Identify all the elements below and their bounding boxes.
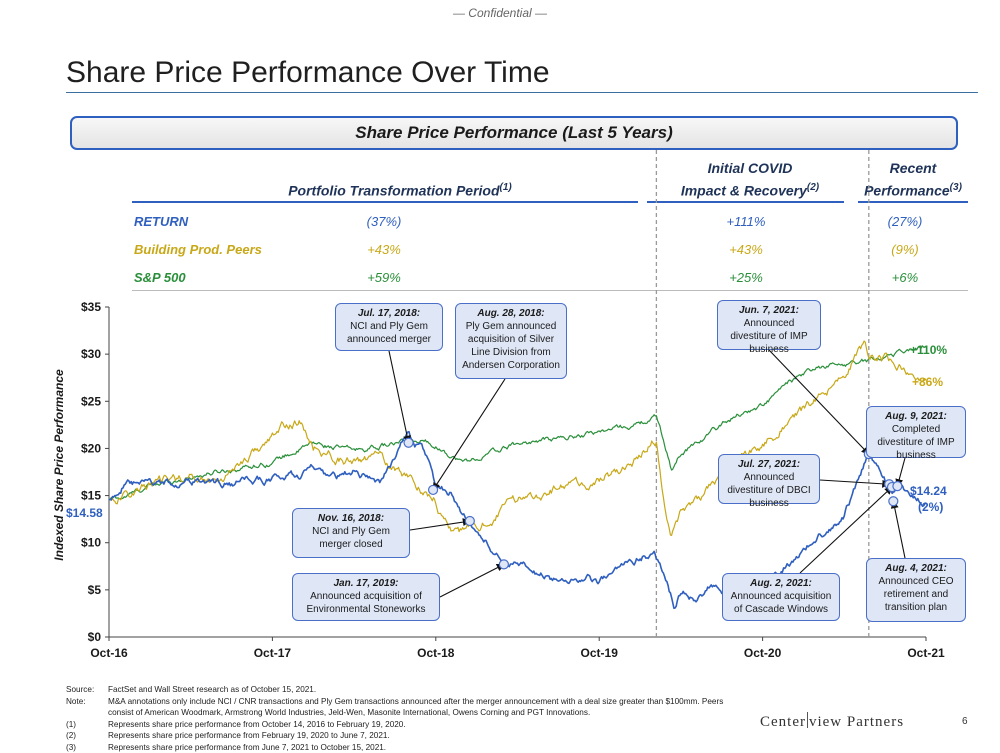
callout-aug-4-2021: Aug. 4, 2021: Announced CEO retirement a…: [866, 558, 966, 622]
footnote-key: (1): [66, 719, 108, 731]
event-marker-a8: [889, 497, 898, 506]
callout-title: Jan. 17, 2019:: [297, 577, 435, 590]
arrow-a1: [389, 351, 409, 443]
x-tick-label: Oct-17: [254, 646, 292, 660]
peers-end-label: +86%: [912, 375, 943, 389]
callout-aug-9-2021: Aug. 9, 2021: Completed divestiture of I…: [866, 406, 966, 458]
callout-title: Jun. 7, 2021:: [722, 304, 816, 317]
callout-body: Ply Gem announced acquisition of Silver …: [460, 320, 562, 372]
callout-body: Announced divestiture of IMP business: [722, 317, 816, 356]
callout-title: Nov. 16, 2018:: [297, 512, 405, 525]
callout-body: Announced CEO retirement and transition …: [871, 575, 961, 614]
callout-title: Aug. 9, 2021:: [871, 410, 961, 423]
y-tick-label: $15: [81, 489, 101, 503]
footnotes: Source:FactSet and Wall Street research …: [66, 684, 748, 753]
footnote-source: Source:FactSet and Wall Street research …: [66, 684, 748, 696]
callout-title: Aug. 2, 2021:: [727, 577, 835, 590]
arrow-a6: [820, 480, 889, 484]
callout-jul-17-2018: Jul. 17, 2018: NCI and Ply Gem announced…: [335, 303, 443, 351]
callout-nov-16-2018: Nov. 16, 2018: NCI and Ply Gem merger cl…: [292, 508, 410, 558]
callout-body: NCI and Ply Gem announced merger: [340, 320, 438, 346]
arrow-a4: [440, 564, 504, 597]
x-tick-label: Oct-18: [417, 646, 455, 660]
return-start-label: $14.58: [66, 506, 103, 520]
event-marker-a9: [893, 482, 902, 491]
x-tick-label: Oct-19: [581, 646, 619, 660]
callout-body: Announced acquisition of Environmental S…: [297, 590, 435, 616]
event-marker-a3: [465, 517, 474, 526]
y-tick-label: $25: [81, 394, 101, 408]
callout-jun-7-2021: Jun. 7, 2021: Announced divestiture of I…: [717, 300, 821, 350]
logo-part-1: Center: [760, 714, 806, 730]
event-marker-a2: [429, 485, 438, 494]
callout-body: NCI and Ply Gem merger closed: [297, 525, 405, 551]
callout-aug-2-2021: Aug. 2, 2021: Announced acquisition of C…: [722, 573, 840, 621]
return-end-pct-label: (2%): [918, 500, 943, 514]
logo-part-2: view Partners: [809, 714, 904, 730]
callout-body: Announced divestiture of DBCI business: [723, 471, 815, 510]
return-end-price-label: $14.24: [910, 484, 947, 498]
footnote-text: Represents share price performance from …: [108, 730, 748, 742]
footnote-1: (1)Represents share price performance fr…: [66, 719, 748, 731]
y-tick-label: $10: [81, 536, 101, 550]
x-tick-label: Oct-21: [907, 646, 945, 660]
event-marker-a1: [404, 438, 413, 447]
sp500-end-label: +110%: [910, 343, 947, 357]
callout-body: Announced acquisition of Cascade Windows: [727, 590, 835, 616]
x-tick-label: Oct-20: [744, 646, 782, 660]
page-number: 6: [962, 716, 968, 727]
y-tick-label: $20: [81, 441, 101, 455]
footnote-2: (2)Represents share price performance fr…: [66, 730, 748, 742]
callout-title: Aug. 28, 2018:: [460, 307, 562, 320]
footnote-text: M&A annotations only include NCI / CNR t…: [108, 696, 748, 719]
footnote-key: Note:: [66, 696, 108, 719]
callout-jan-17-2019: Jan. 17, 2019: Announced acquisition of …: [292, 573, 440, 621]
y-tick-label: $30: [81, 347, 101, 361]
footnote-text: Represents share price performance from …: [108, 742, 748, 753]
logo-divider: [807, 712, 808, 728]
footnote-key: (2): [66, 730, 108, 742]
callout-body: Completed divestiture of IMP business: [871, 423, 961, 462]
callout-jul-27-2021: Jul. 27, 2021: Announced divestiture of …: [718, 454, 820, 504]
y-tick-label: $0: [88, 630, 102, 644]
callout-title: Jul. 17, 2018:: [340, 307, 438, 320]
footnote-text: FactSet and Wall Street research as of O…: [108, 684, 748, 696]
footnote-text: Represents share price performance from …: [108, 719, 748, 731]
footnote-key: Source:: [66, 684, 108, 696]
y-tick-label: $5: [88, 583, 102, 597]
arrow-a8: [893, 501, 905, 558]
event-marker-a4: [499, 560, 508, 569]
callout-title: Jul. 27, 2021:: [723, 458, 815, 471]
footnote-note: Note:M&A annotations only include NCI / …: [66, 696, 748, 719]
callout-title: Aug. 4, 2021:: [871, 562, 961, 575]
x-tick-label: Oct-16: [90, 646, 128, 660]
footnote-3: (3)Represents share price performance fr…: [66, 742, 748, 753]
callout-aug-28-2018: Aug. 28, 2018: Ply Gem announced acquisi…: [455, 303, 567, 379]
arrow-a5: [769, 350, 869, 454]
y-tick-label: $35: [81, 300, 101, 314]
arrow-a2: [433, 379, 505, 490]
footnote-key: (3): [66, 742, 108, 753]
